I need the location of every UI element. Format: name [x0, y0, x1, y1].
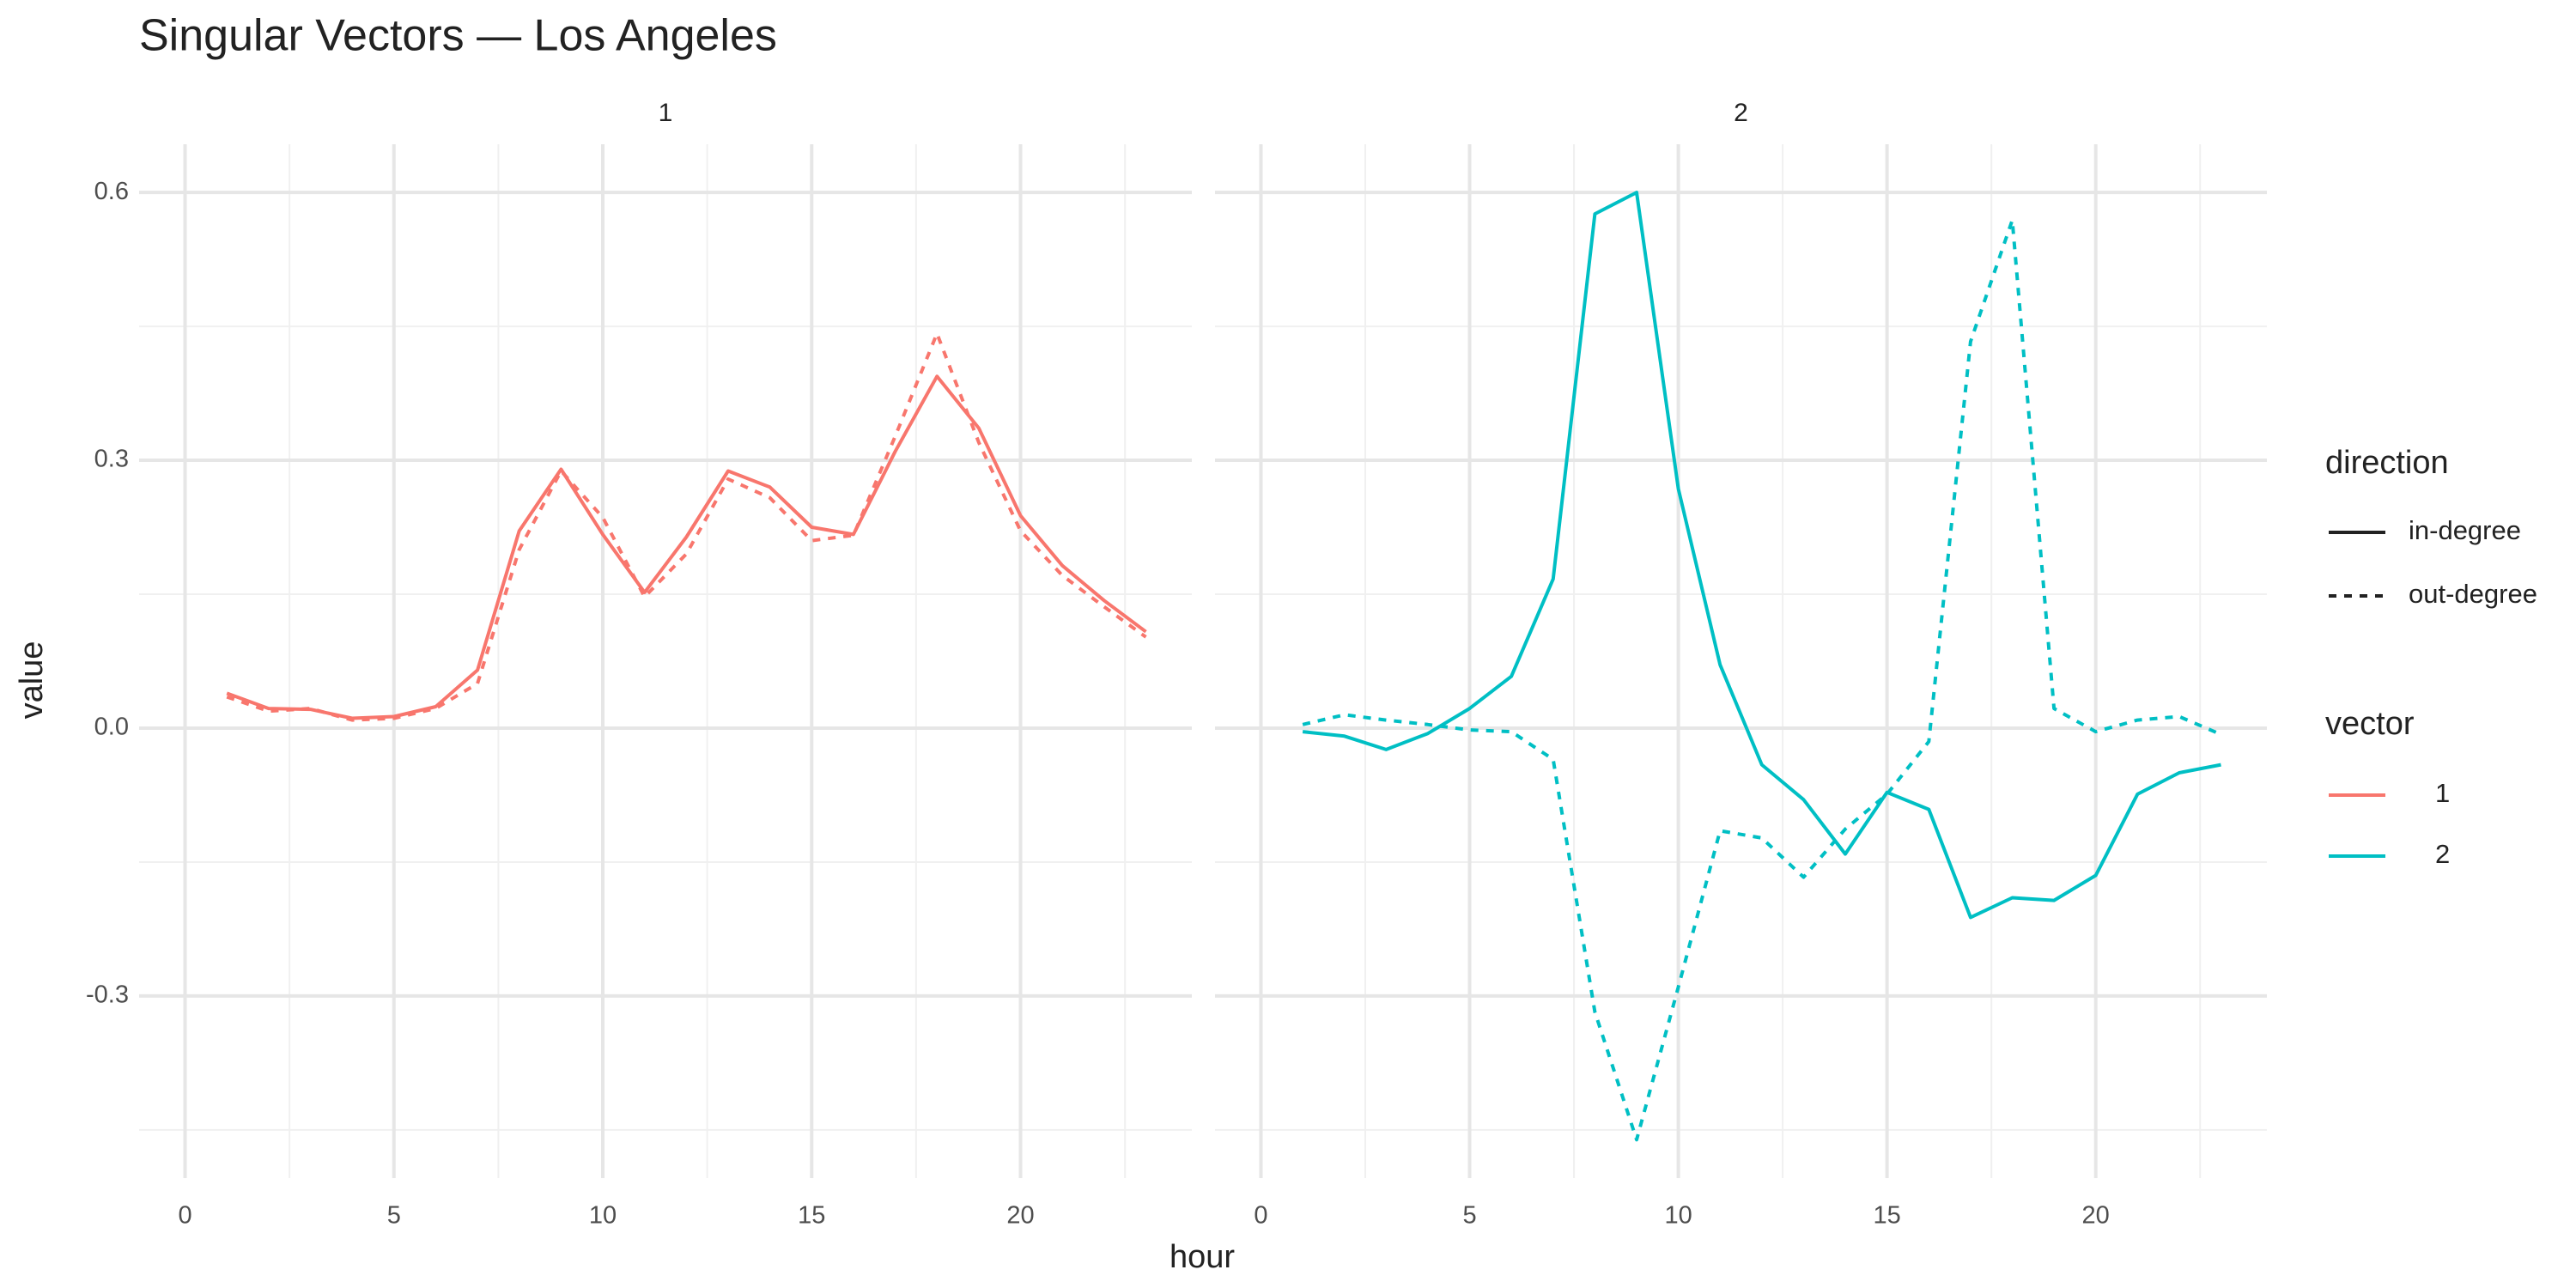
x-tick-label: 0	[1254, 1202, 1267, 1230]
y-tick-label: -0.3	[86, 981, 129, 1009]
series-line	[226, 374, 1147, 720]
x-tick-label: 15	[1874, 1202, 1901, 1230]
legend-title: direction	[2325, 445, 2449, 481]
y-axis-label: value	[14, 641, 50, 720]
x-axis-label: hour	[1170, 1239, 1235, 1275]
legend-label: 1	[2435, 778, 2450, 808]
x-tick-label: 5	[387, 1202, 401, 1230]
facet-title: 1	[659, 99, 673, 127]
y-tick-label: 0.3	[94, 446, 129, 473]
x-tick-label: 10	[1664, 1202, 1692, 1230]
legend-label: in-degree	[2409, 515, 2521, 545]
chart-title: Singular Vectors — Los Angeles	[139, 11, 777, 61]
x-tick-label: 15	[798, 1202, 825, 1230]
x-tick-label: 0	[178, 1202, 191, 1230]
x-tick-label: 5	[1462, 1202, 1476, 1230]
x-tick-label: 20	[1006, 1202, 1034, 1230]
legend-label: out-degree	[2409, 579, 2537, 609]
legend-label: 2	[2435, 839, 2450, 869]
y-tick-label: 0.0	[94, 714, 129, 741]
y-tick-label: 0.6	[94, 178, 129, 205]
series-line	[1302, 191, 2221, 920]
x-tick-label: 10	[589, 1202, 617, 1230]
series-line	[226, 331, 1147, 722]
x-tick-label: 20	[2082, 1202, 2110, 1230]
facet-title: 2	[1734, 99, 1748, 127]
series-line	[1302, 218, 2222, 1142]
legend-title: vector	[2325, 706, 2415, 742]
